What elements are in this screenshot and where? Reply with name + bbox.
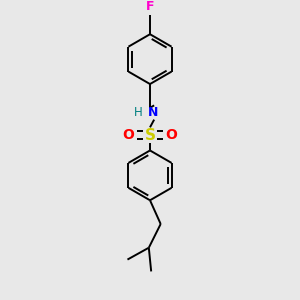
Text: F: F [146, 1, 154, 13]
Text: S: S [145, 128, 155, 142]
Text: H: H [134, 106, 142, 119]
Text: O: O [165, 128, 177, 142]
Text: O: O [123, 128, 135, 142]
Text: N: N [148, 106, 158, 119]
